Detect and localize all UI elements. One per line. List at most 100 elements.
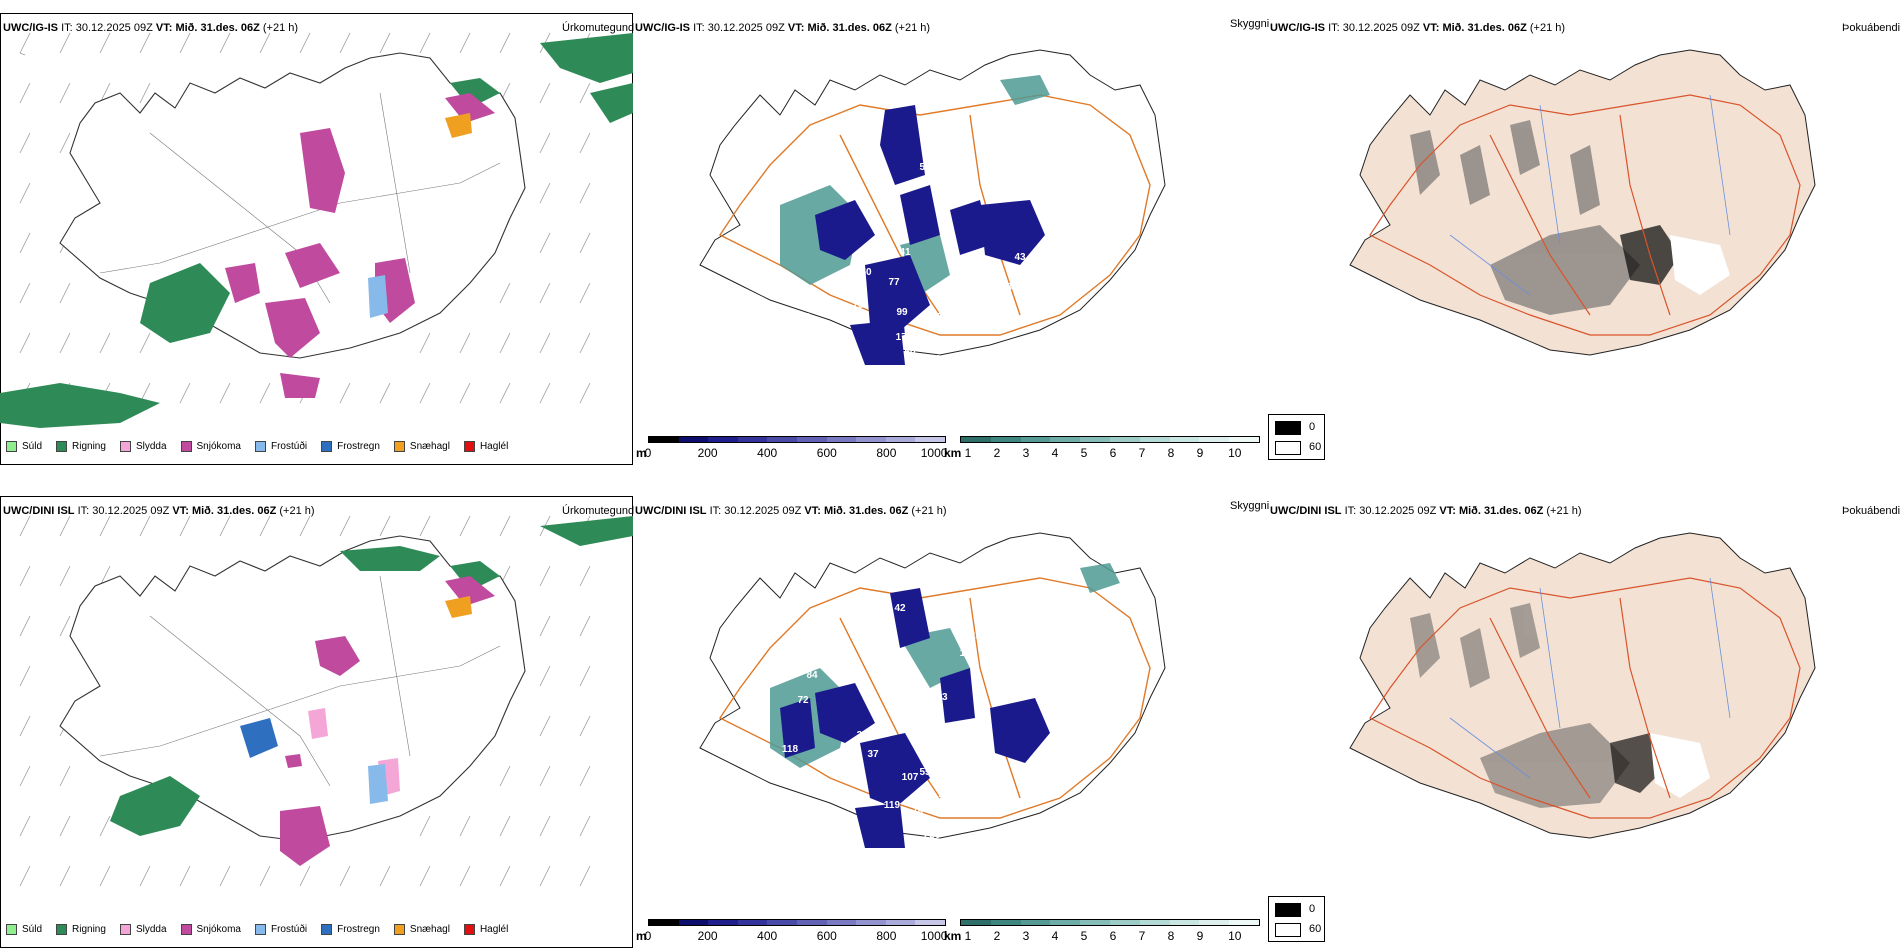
cloud-base-unit-row2: m	[636, 929, 647, 943]
colorbar-step	[1109, 920, 1140, 925]
visibility-value-label: 16	[1044, 217, 1056, 228]
legend-swatch	[180, 924, 192, 935]
visibility-value-label: 59	[804, 344, 816, 355]
fog-legend-label: 0	[1309, 903, 1316, 915]
tick-label: 10	[1228, 929, 1242, 943]
legend-label: Rigning	[72, 441, 106, 452]
valid-time: Mið. 31.des. 06Z	[807, 22, 892, 34]
colorbar-step	[856, 920, 886, 925]
legend-item: Haglél	[463, 441, 508, 452]
legend-item: Slydda	[119, 924, 167, 935]
visibility-unit-row1: km	[944, 446, 962, 460]
valid-label: VT:	[1422, 22, 1440, 34]
visibility-value-label: 41	[899, 247, 911, 258]
visibility-value-label: 30	[926, 858, 938, 869]
legend-label: Frostúði	[270, 924, 308, 935]
precip-legend-row1: Súld Rigning Slydda Snjókoma Frostúði Fr…	[6, 441, 522, 452]
colorbar-step	[961, 437, 991, 442]
init-label: IT:	[1328, 22, 1340, 34]
tick-label: 1000	[920, 929, 948, 943]
colorbar-step	[796, 437, 827, 442]
init-label: IT:	[709, 505, 722, 517]
legend-swatch	[393, 924, 405, 935]
rivers-blue	[1449, 94, 1731, 296]
precip-map-row1	[0, 32, 633, 428]
visibility-value-label: 266	[966, 297, 983, 308]
visibility-value-label: 42	[894, 603, 906, 614]
fog-legend-row2: 0 60	[1268, 896, 1325, 942]
init-time: 30.12.2025 09Z	[724, 505, 802, 517]
visibility-value-label: 136	[936, 354, 953, 365]
visibility-value-label: 84	[806, 670, 818, 681]
roads-gray	[99, 575, 501, 787]
tick-label: 9	[1196, 929, 1204, 943]
visibility-value-label: 171	[896, 332, 913, 343]
init-label: IT:	[77, 505, 90, 517]
fog-map-row1	[1349, 49, 1816, 356]
legend-item: Slydda	[119, 441, 167, 452]
lead-time: (+21 h)	[279, 505, 315, 517]
colorbar-step	[885, 437, 916, 442]
precip-rain	[0, 33, 633, 428]
visibility-value-label: 10	[934, 117, 946, 128]
model-name: UWC/IG-IS	[635, 22, 690, 34]
roads-red	[1369, 94, 1801, 336]
visibility-value-label: 37	[867, 749, 879, 760]
precip-frzrain	[240, 718, 278, 758]
colorbar-step	[990, 920, 1021, 925]
legend-item: Snjókoma	[180, 924, 241, 935]
visibility-value-label: 70	[772, 192, 784, 203]
visibility-value-label: 57	[972, 317, 984, 328]
legend-item: Snjókoma	[180, 441, 241, 452]
valid-label: VT:	[172, 505, 189, 517]
valid-label: VT:	[804, 505, 821, 517]
lead-time: (+21 h)	[262, 22, 299, 34]
precip-snow	[280, 576, 495, 866]
tick-label: 200	[697, 929, 718, 943]
cloud-base-colorbar-row1	[648, 436, 946, 443]
tick-label: 600	[816, 929, 837, 943]
cloud-map-row2	[699, 532, 1166, 848]
tick-label: 6	[1109, 446, 1117, 460]
visibility-value-label: 73	[952, 144, 964, 155]
precip-map-row2	[19, 515, 633, 887]
visibility-value-label: 91	[969, 630, 981, 641]
precip-legend-row2: Súld Rigning Slydda Snjókoma Frostúði Fr…	[6, 924, 522, 935]
colorbar-step	[767, 437, 797, 442]
legend-label: Snæhagl	[409, 924, 450, 935]
tick-label: 0	[644, 446, 652, 460]
colorbar-step	[1199, 920, 1230, 925]
colorbar-step	[1080, 920, 1110, 925]
init-label: IT:	[693, 22, 705, 34]
tick-label: 8	[1167, 446, 1175, 460]
tick-label: 2	[993, 446, 1001, 460]
fog-legend-swatch	[1275, 903, 1301, 917]
visibility-value-label: 20	[1042, 690, 1054, 701]
colorbar-step	[737, 920, 768, 925]
legend-swatch	[56, 924, 68, 935]
visibility-value-label: 72	[797, 695, 809, 706]
tick-label: 5	[1080, 446, 1088, 460]
tick-label: 1	[964, 446, 972, 460]
visibility-value-label: 30	[929, 377, 941, 388]
colorbar-step	[990, 437, 1021, 442]
visibility-value-label: 118	[782, 744, 799, 755]
legend-swatch	[254, 924, 266, 935]
visibility-value-label: 74	[912, 805, 924, 816]
model-name: UWC/IG-IS	[3, 22, 58, 34]
visibility-value-label: 100	[960, 648, 977, 659]
visibility-value-label: 35	[1006, 282, 1018, 293]
tick-label: 200	[697, 446, 718, 460]
fog-map-row2	[1349, 532, 1816, 839]
visibility-value-label: 44	[849, 744, 861, 755]
legend-label: Súld	[22, 441, 43, 452]
tick-label: 400	[757, 929, 778, 943]
fog-title-row2: Þokuábendi	[1842, 505, 1900, 517]
valid-time: Mið. 31.des. 06Z	[1458, 505, 1544, 517]
legend-item: Súld	[6, 441, 42, 452]
tick-label: 6	[1109, 929, 1117, 943]
visibility-value-label: 35	[752, 207, 764, 218]
tick-label: 2	[993, 929, 1001, 943]
legend-label: Snæhagl	[409, 441, 450, 452]
fog-legend-swatch	[1275, 923, 1301, 937]
